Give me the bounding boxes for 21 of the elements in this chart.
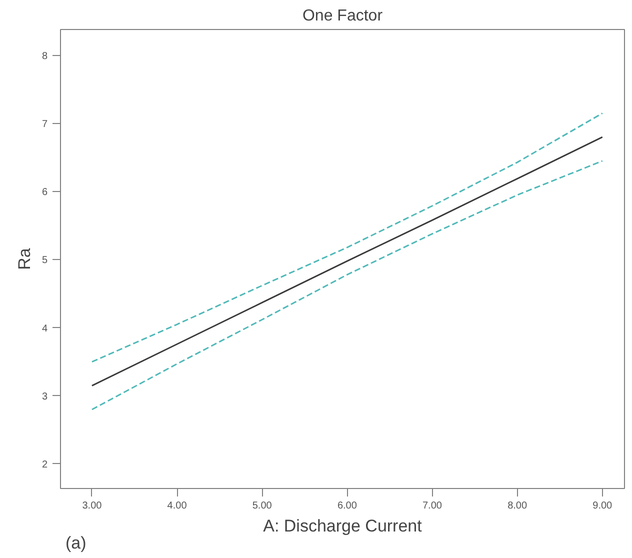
x-axis-title: A: Discharge Current [263, 516, 422, 536]
y-tick-label: 7 [42, 118, 48, 130]
x-tick-label: 3.00 [82, 500, 102, 512]
y-axis-title: Ra [14, 248, 34, 270]
line-series [91, 112, 604, 363]
x-tick-label: 7.00 [422, 500, 442, 512]
x-tick-label: 4.00 [167, 500, 188, 512]
y-tick-label: 6 [42, 187, 48, 198]
y-tick-label: 2 [42, 459, 48, 470]
chart-title: One Factor [302, 8, 384, 24]
x-tick-label: 8.00 [508, 500, 528, 512]
x-tick-label: 5.00 [252, 500, 272, 512]
text: (a) [66, 534, 86, 552]
y-tick-label: 5 [42, 255, 48, 266]
y-tick-label: 8 [42, 50, 48, 62]
y-tick-label: 3 [42, 391, 48, 402]
line-series [91, 136, 604, 386]
line-series [91, 160, 604, 410]
x-tick-label: 9.00 [592, 500, 613, 512]
y-tick-label: 4 [42, 323, 48, 334]
x-tick-label: 6.00 [337, 500, 358, 512]
